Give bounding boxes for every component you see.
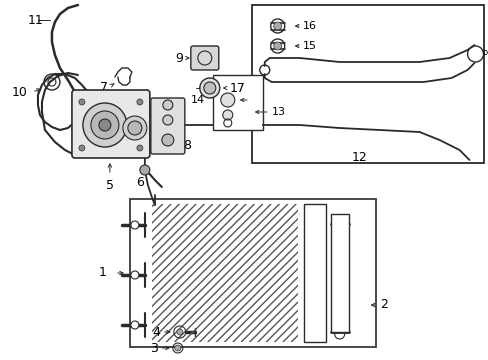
Circle shape — [128, 121, 142, 135]
Circle shape — [91, 111, 119, 139]
Circle shape — [122, 116, 146, 140]
Text: 6: 6 — [136, 176, 143, 189]
Circle shape — [83, 103, 126, 147]
Circle shape — [163, 115, 172, 125]
Text: 9: 9 — [175, 51, 183, 64]
Circle shape — [177, 329, 183, 335]
Circle shape — [131, 321, 139, 329]
FancyBboxPatch shape — [190, 46, 218, 70]
Text: 7: 7 — [100, 81, 108, 94]
Text: o: o — [482, 48, 487, 57]
Text: 1: 1 — [99, 266, 107, 279]
Circle shape — [273, 42, 281, 50]
Bar — [212, 75, 262, 130]
Text: 5: 5 — [106, 179, 114, 192]
Text: 2: 2 — [379, 298, 386, 311]
Circle shape — [162, 134, 173, 146]
Text: 14: 14 — [190, 95, 204, 105]
Circle shape — [140, 165, 149, 175]
Bar — [330, 214, 348, 332]
Circle shape — [79, 145, 85, 151]
Circle shape — [203, 82, 215, 94]
Circle shape — [223, 110, 232, 120]
Text: 12: 12 — [351, 150, 367, 163]
Circle shape — [200, 78, 219, 98]
Circle shape — [221, 93, 234, 107]
Text: 13: 13 — [271, 107, 285, 117]
Circle shape — [79, 99, 85, 105]
Circle shape — [175, 345, 181, 351]
Text: 8: 8 — [183, 139, 190, 152]
Circle shape — [137, 99, 142, 105]
FancyBboxPatch shape — [72, 90, 149, 158]
Bar — [130, 199, 375, 347]
Text: 17: 17 — [229, 81, 245, 95]
Circle shape — [163, 100, 172, 110]
Text: 15: 15 — [302, 41, 316, 51]
Circle shape — [131, 271, 139, 279]
Text: 10: 10 — [12, 86, 28, 99]
Circle shape — [131, 221, 139, 229]
Circle shape — [99, 119, 111, 131]
FancyBboxPatch shape — [150, 98, 184, 154]
Text: 11: 11 — [28, 14, 43, 27]
Text: 16: 16 — [302, 21, 316, 31]
Text: 3: 3 — [150, 342, 158, 355]
Circle shape — [273, 22, 281, 30]
Bar — [251, 5, 483, 163]
Text: 4: 4 — [152, 325, 160, 338]
Circle shape — [137, 145, 142, 151]
Bar — [303, 204, 325, 342]
Bar — [152, 204, 297, 342]
